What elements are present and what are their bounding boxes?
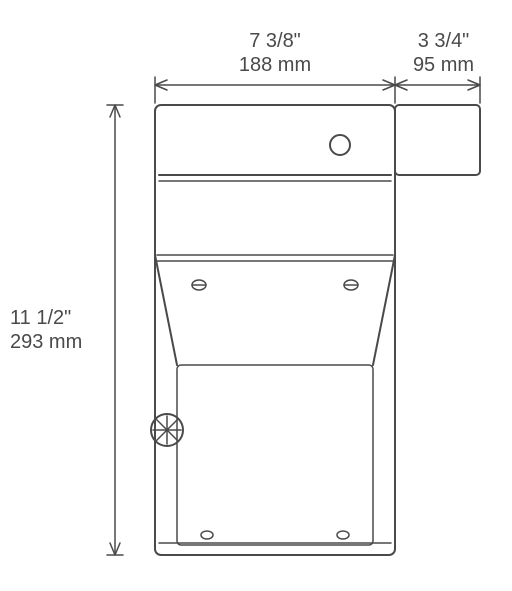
dim-width-imperial: 7 3/8": [249, 30, 301, 52]
fixture-top-depth: [395, 105, 480, 175]
dim-depth-metric: 95 mm: [413, 54, 474, 76]
lens-frame: [177, 365, 373, 545]
fixture-front-outline: [155, 105, 395, 555]
dim-height-imperial: 11 1/2": [10, 307, 71, 329]
dim-depth-imperial: 3 3/4": [418, 30, 470, 52]
dim-width-metric: 188 mm: [239, 54, 311, 76]
dim-height-metric: 293 mm: [10, 331, 82, 353]
sensor-hole: [330, 135, 350, 155]
